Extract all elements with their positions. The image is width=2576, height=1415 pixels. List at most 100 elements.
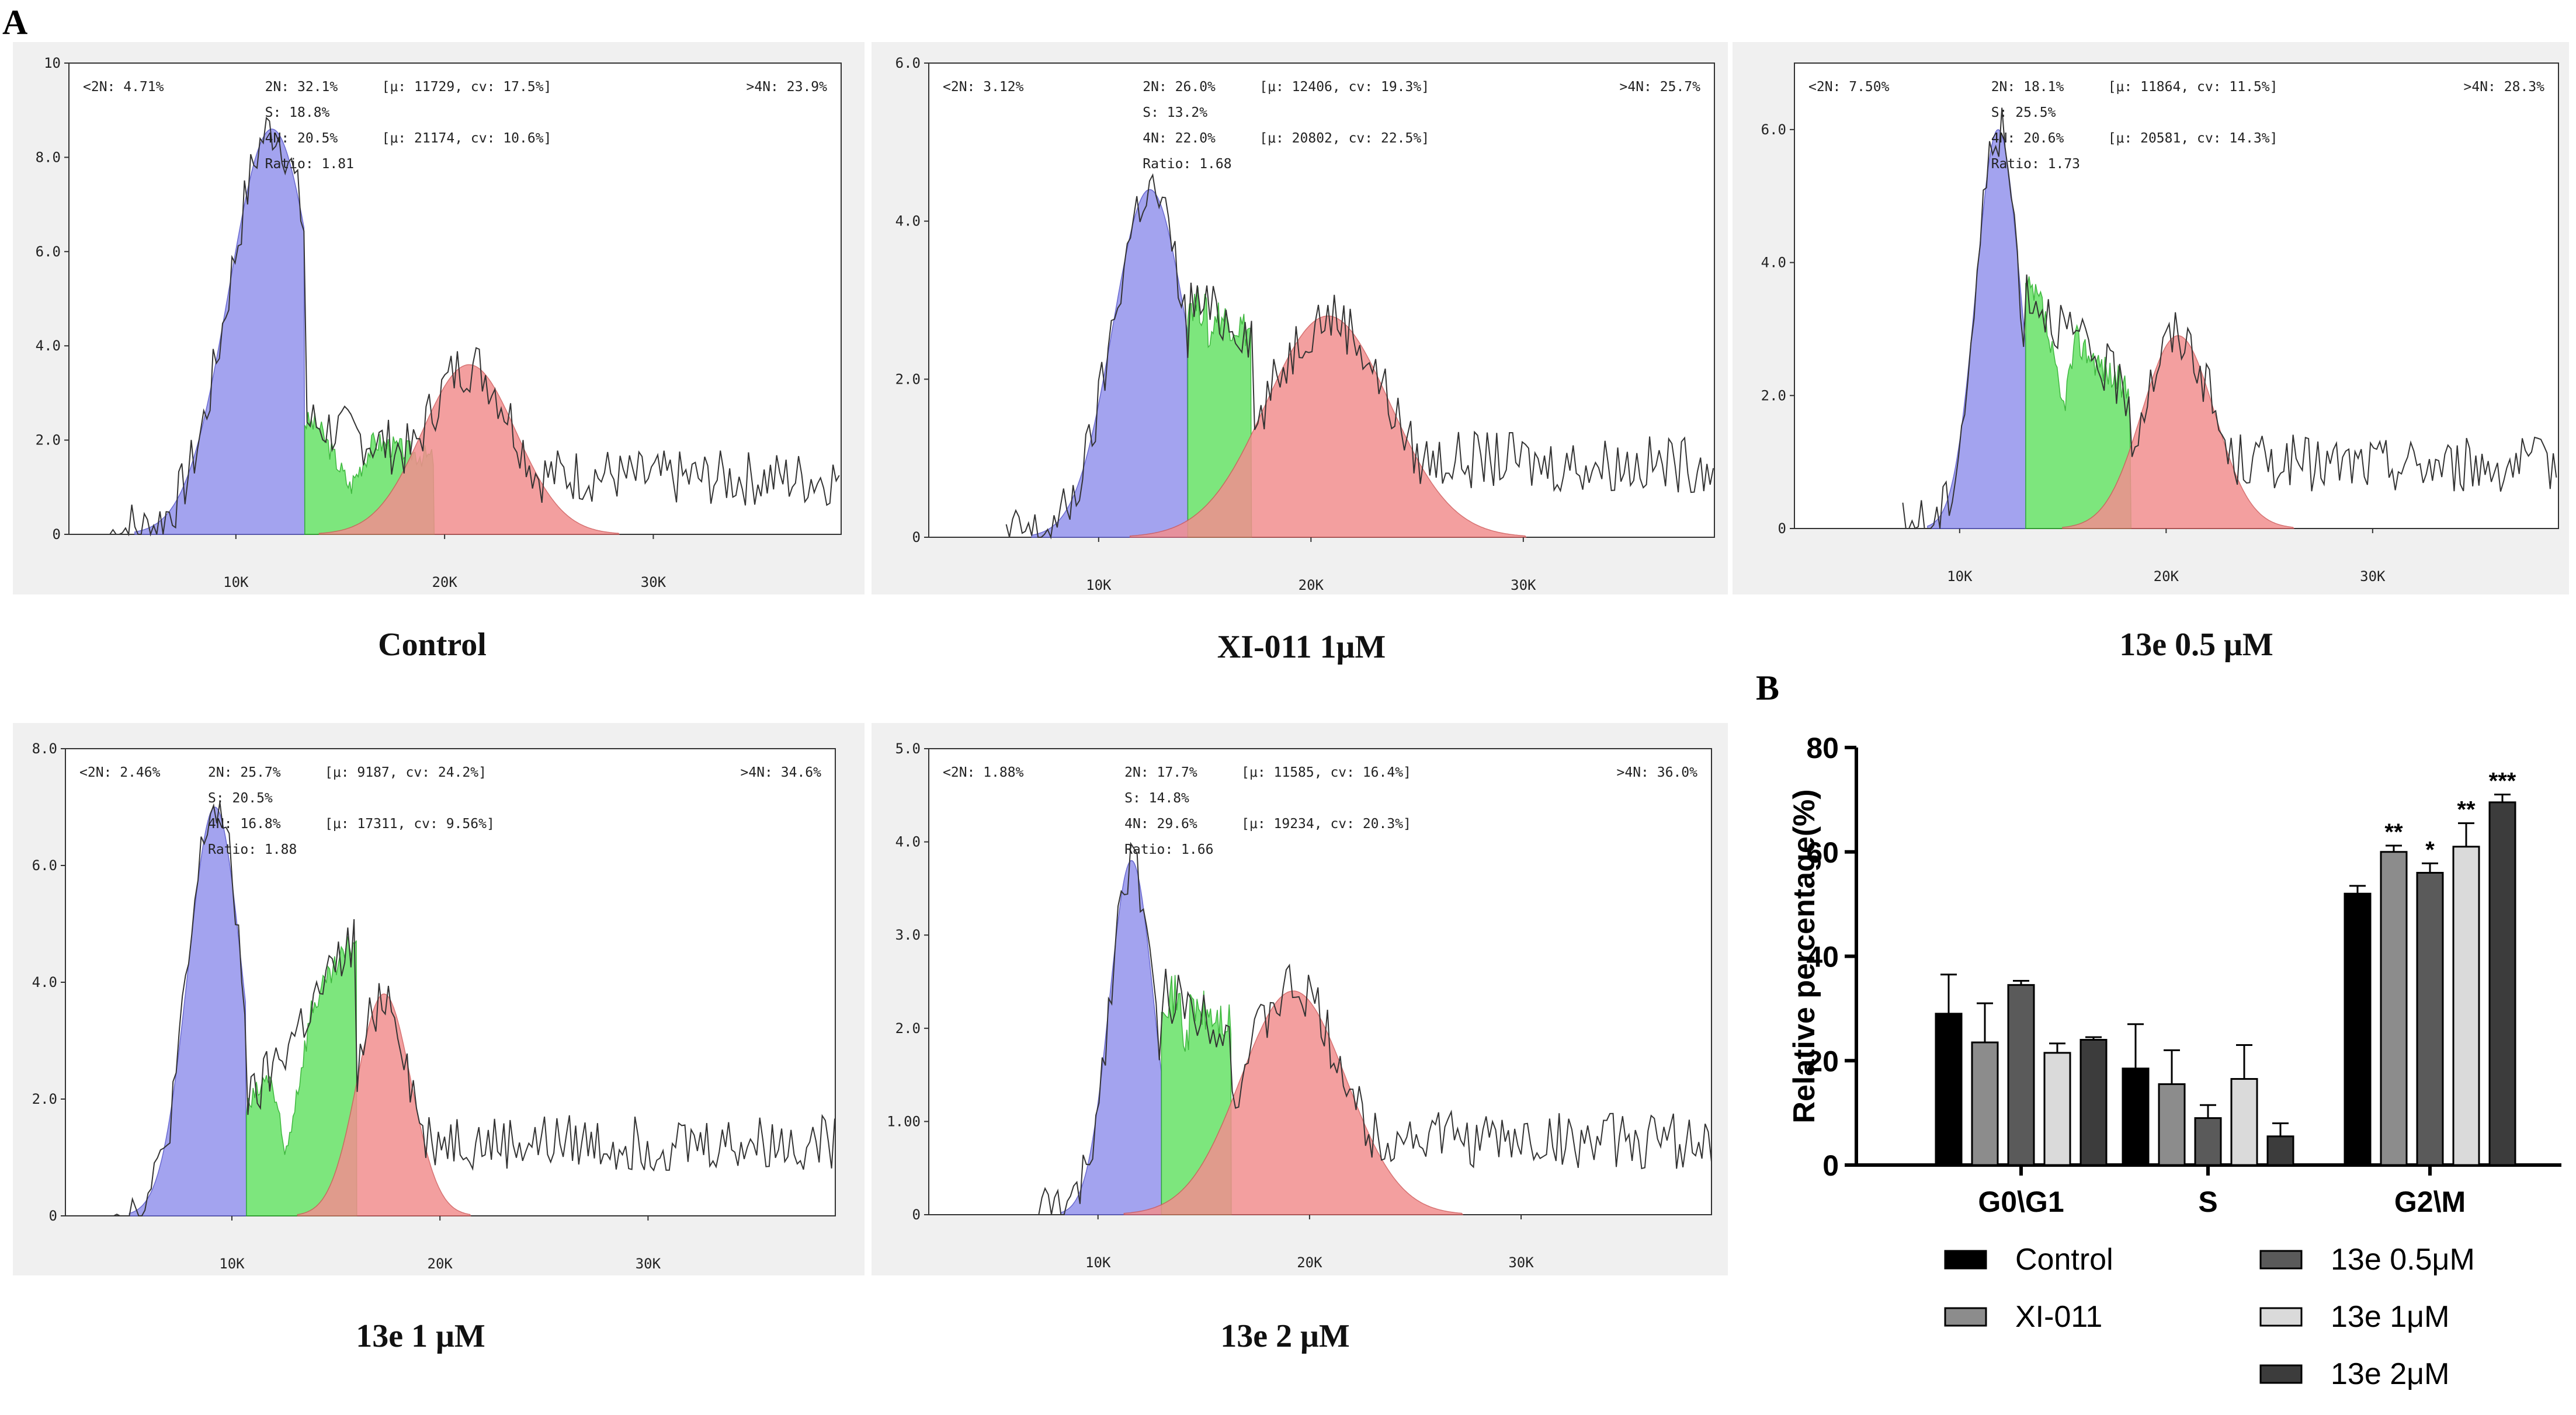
bar-13e-0-5-m-2 [2416,872,2444,1166]
s-phase-area [246,936,357,1216]
x-tick-label: 30K [1508,1254,1534,1271]
x-tick-label: 30K [636,1256,661,1272]
histogram-e13_05: 0 2.0 4.0 6.0 10K 20K 30K <2N: 7.50% 2N: 18.1% [μ… [1733,42,2569,663]
g2-peak [318,364,620,535]
histogram-e13_2: 0 1.00 2.0 3.0 4.0 5.0 10K 20K 30K <2N: 1.88% 2N: … [872,723,1728,1354]
y-tick-label: 0 [1822,1149,1839,1182]
y-tick-label: 8.0 [32,740,57,757]
stat-mu2: [μ: 9187, cv: 24.2%] [325,765,487,780]
raw-histogram-trace [1902,107,2557,530]
significance-mark: ** [2384,819,2403,845]
stat-gt4n: >4N: 36.0% [1617,765,1698,780]
y-tick-label: 80 [1806,732,1839,764]
histogram-caption: Control [378,627,487,663]
stat-mu4: [μ: 19234, cv: 20.3%] [1241,816,1411,832]
stat-gt4n: >4N: 34.6% [741,765,822,780]
y-axis-label: Relative percentage(%) [1787,789,1821,1123]
legend-swatch [2259,1307,2303,1327]
histogram-caption: 13e 0.5 μM [2119,627,2273,663]
bar-control-0 [1935,1013,1963,1166]
raw-histogram-trace [1035,842,1712,1215]
y-tick-label: 5.0 [895,740,921,757]
legend-label: Control [2015,1243,2113,1277]
y-tick-label: 0 [912,1207,921,1223]
stat-n4: 4N: 22.0% [1143,131,1216,146]
y-tick-label: 4.0 [36,338,61,354]
y-tick-label: 4.0 [32,974,57,990]
y-tick-label: 2.0 [895,1020,921,1037]
y-tick-label: 2.0 [1761,387,1786,404]
x-tick-label: 20K [1297,1254,1322,1271]
y-tick-label: 4.0 [895,834,921,850]
y-tick-label: 0 [49,1208,57,1224]
x-tick-label: 10K [223,574,249,590]
y-tick-label: 60 [1806,836,1839,869]
y-tick-label: 0 [53,526,61,543]
legend-swatch [1944,1307,1987,1327]
bar-13e-2-m-0 [2079,1039,2108,1166]
y-tick-label: 0 [912,529,921,545]
stat-lt2n: <2N: 1.88% [943,765,1024,780]
raw-histogram-trace [109,116,840,537]
g1-peak [134,128,305,535]
stat-gt4n: >4N: 25.7% [1620,79,1701,95]
significance-mark: ** [2457,797,2476,823]
stat-mu2: [μ: 12406, cv: 19.3%] [1259,79,1429,95]
stat-mu2: [μ: 11864, cv: 11.5%] [2108,79,2278,95]
panel-a-label: A [2,3,27,41]
stat-ratio: Ratio: 1.68 [1143,157,1231,172]
y-tick-label: 6.0 [1761,121,1786,138]
legend-swatch [1944,1250,1987,1270]
bar-control-2 [2344,892,2372,1166]
stat-s: S: 20.5% [208,791,273,806]
stat-n4: 4N: 29.6% [1124,816,1197,832]
x-tick-label: 10K [219,1256,245,1272]
y-tick-label: 4.0 [1761,255,1786,271]
x-tick-label: 10K [1085,1254,1111,1271]
g1-peak [1060,860,1162,1215]
x-tick-label: 30K [1511,577,1536,593]
y-tick-label: 40 [1806,941,1839,974]
g2-peak [297,993,471,1216]
x-tick-label: 20K [1299,577,1324,593]
bar-13e-1-m-2 [2452,846,2480,1166]
bar-control-1 [2122,1068,2150,1166]
g2-peak [1123,990,1464,1215]
category-label: G0\G1 [1978,1185,2064,1218]
significance-mark: * [2425,837,2435,863]
stat-s: S: 13.2% [1143,105,1207,120]
stat-n4: 4N: 16.8% [208,816,281,832]
y-tick-label: 3.0 [895,927,921,943]
x-tick-label: 10K [1086,577,1112,593]
x-tick-label: 10K [1947,568,1973,585]
stat-mu2: [μ: 11585, cv: 16.4%] [1241,765,1411,780]
bar-13e-1-m-1 [2230,1078,2258,1166]
y-tick-label: 4.0 [895,213,921,230]
bar-xi-011-1 [2158,1083,2186,1166]
category-label: S [2198,1185,2217,1218]
legend-swatch [2259,1364,2303,1384]
legend-label: 13e 0.5μM [2331,1243,2475,1277]
legend-label: XI-011 [2015,1300,2102,1334]
y-tick-label: 0 [1778,520,1786,537]
y-tick-label: 20 [1806,1045,1839,1077]
bar-xi-011-0 [1971,1041,1999,1166]
stat-n2: 2N: 32.1% [265,79,338,95]
stat-ratio: Ratio: 1.66 [1124,842,1213,857]
histogram-control: 0 2.0 4.0 6.0 8.0 10 10K 20K 30K <2N: 4.71% 2N: 32… [13,42,865,663]
stat-lt2n: <2N: 7.50% [1808,79,1890,95]
y-tick-label: 1.00 [887,1113,921,1129]
stat-mu4: [μ: 21174, cv: 10.6%] [382,131,552,146]
bar-13e-0-5-m-1 [2194,1117,2222,1166]
stat-mu2: [μ: 11729, cv: 17.5%] [382,79,552,95]
y-tick-label: 6.0 [895,55,921,71]
stat-n2: 2N: 17.7% [1124,765,1197,780]
x-tick-label: 20K [432,574,457,590]
y-tick-label: 10 [44,55,61,71]
stat-gt4n: >4N: 28.3% [2464,79,2545,95]
stat-mu4: [μ: 17311, cv: 9.56%] [325,816,495,832]
histogram-e13_1: 0 2.0 4.0 6.0 8.0 10K 20K 30K <2N: 2.46% 2N: 25.7… [13,723,865,1354]
histogram-caption: XI-011 1μM [1217,629,1386,665]
significance-mark: *** [2489,768,2516,794]
